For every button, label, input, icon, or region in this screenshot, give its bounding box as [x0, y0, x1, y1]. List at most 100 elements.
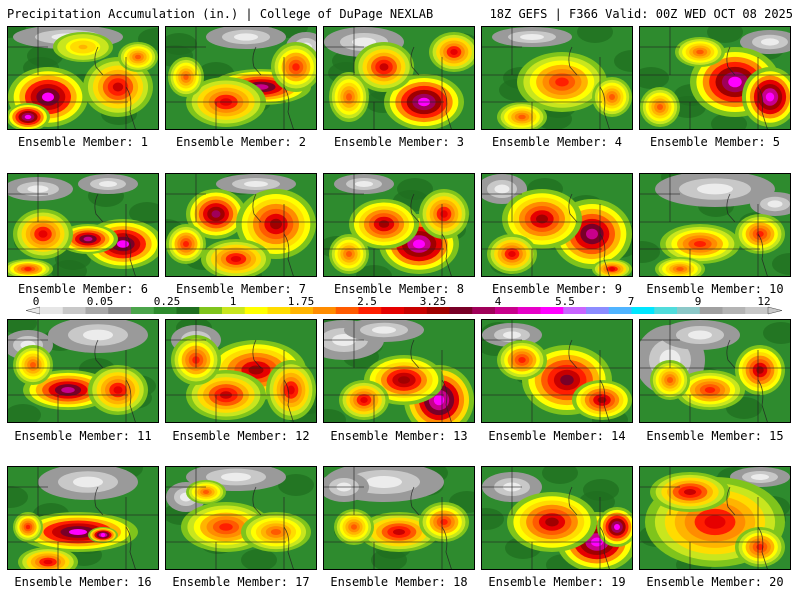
legend-swatch: [108, 307, 132, 314]
precip-field: [166, 174, 316, 276]
member-label-18: Ensemble Member: 18: [330, 575, 468, 589]
legend-tick-label: 2.5: [357, 296, 377, 308]
legend-swatch: [449, 307, 473, 314]
ensemble-map-17: [165, 466, 317, 570]
legend-swatch: [85, 307, 109, 314]
legend-swatch: [745, 307, 769, 314]
ensemble-map-9: [481, 173, 633, 277]
precip-field: [8, 27, 158, 129]
member-label-15: Ensemble Member: 15: [646, 429, 784, 443]
member-label-3: Ensemble Member: 3: [333, 135, 465, 149]
legend-swatch: [699, 307, 723, 314]
precip-field: [324, 174, 474, 276]
member-label-8: Ensemble Member: 8: [333, 282, 465, 296]
legend-swatch: [335, 307, 359, 314]
legend-swatch: [40, 307, 64, 314]
legend-swatch: [722, 307, 746, 314]
precip-field: [324, 467, 474, 569]
ensemble-map-7: [165, 173, 317, 277]
precip-field: [640, 320, 790, 422]
ensemble-map-16: [7, 466, 159, 570]
precip-field: [482, 174, 632, 276]
ensemble-map-4: [481, 26, 633, 130]
color-legend: 0 0.05 0.25 1 1.75 2.5 3.25 4 5.5 7 9 12: [0, 296, 800, 318]
precip-field: [166, 27, 316, 129]
member-label-6: Ensemble Member: 6: [17, 282, 149, 296]
legend-swatch: [176, 307, 200, 314]
legend-swatch: [199, 307, 223, 314]
legend-swatch: [563, 307, 587, 314]
precip-field: [8, 174, 158, 276]
precip-field: [8, 467, 158, 569]
member-label-10: Ensemble Member: 10: [646, 282, 784, 296]
legend-swatch: [313, 307, 337, 314]
ensemble-map-20: [639, 466, 791, 570]
legend-swatch: [381, 307, 405, 314]
ensemble-map-10: [639, 173, 791, 277]
precip-field: [324, 320, 474, 422]
legend-swatch: [654, 307, 678, 314]
legend-swatch: [677, 307, 701, 314]
ensemble-map-5: [639, 26, 791, 130]
precip-field: [482, 320, 632, 422]
ensemble-map-19: [481, 466, 633, 570]
ensemble-map-18: [323, 466, 475, 570]
legend-swatch: [131, 307, 155, 314]
member-label-17: Ensemble Member: 17: [172, 575, 310, 589]
legend-tick-label: 0.05: [87, 296, 114, 308]
legend-swatch: [244, 307, 268, 314]
precip-field: [324, 27, 474, 129]
ensemble-map-2: [165, 26, 317, 130]
legend-tick-label: 9: [695, 296, 702, 308]
legend-tick-label: 4: [495, 296, 502, 308]
legend-swatch: [495, 307, 519, 314]
precip-field: [8, 320, 158, 422]
member-label-11: Ensemble Member: 11: [14, 429, 152, 443]
legend-swatch: [404, 307, 428, 314]
legend-swatch: [426, 307, 450, 314]
legend-swatch: [62, 307, 86, 314]
precip-field: [166, 467, 316, 569]
legend-tick-label: 12: [757, 296, 770, 308]
legend-swatch: [290, 307, 314, 314]
member-label-14: Ensemble Member: 14: [488, 429, 626, 443]
legend-swatch: [472, 307, 496, 314]
legend-swatch: [222, 307, 246, 314]
member-label-20: Ensemble Member: 20: [646, 575, 784, 589]
legend-tick-label: 0.25: [154, 296, 181, 308]
legend-tick-label: 5.5: [555, 296, 575, 308]
map-title: Precipitation Accumulation (in.) | Colle…: [7, 7, 434, 21]
member-label-1: Ensemble Member: 1: [17, 135, 149, 149]
legend-swatch: [358, 307, 382, 314]
ensemble-map-6: [7, 173, 159, 277]
ensemble-map-13: [323, 319, 475, 423]
member-label-16: Ensemble Member: 16: [14, 575, 152, 589]
precip-field: [640, 174, 790, 276]
legend-swatch: [153, 307, 177, 314]
ensemble-map-1: [7, 26, 159, 130]
legend-tick-label: 1: [230, 296, 237, 308]
member-label-9: Ensemble Member: 9: [491, 282, 623, 296]
model-valid-time: 18Z GEFS | F366 Valid: 00Z WED OCT 08 20…: [489, 7, 793, 21]
precip-field: [482, 27, 632, 129]
precip-field: [640, 467, 790, 569]
member-label-4: Ensemble Member: 4: [491, 135, 623, 149]
ensemble-map-12: [165, 319, 317, 423]
member-label-13: Ensemble Member: 13: [330, 429, 468, 443]
member-label-7: Ensemble Member: 7: [175, 282, 307, 296]
legend-swatch: [267, 307, 291, 314]
member-label-5: Ensemble Member: 5: [649, 135, 781, 149]
legend-tick-label: 7: [628, 296, 635, 308]
legend-tick-label: 0: [33, 296, 40, 308]
ensemble-map-15: [639, 319, 791, 423]
legend-swatch: [517, 307, 541, 314]
legend-swatch: [631, 307, 655, 314]
legend-swatch: [608, 307, 632, 314]
ensemble-map-8: [323, 173, 475, 277]
member-label-12: Ensemble Member: 12: [172, 429, 310, 443]
legend-swatch: [540, 307, 564, 314]
member-label-19: Ensemble Member: 19: [488, 575, 626, 589]
precip-field: [482, 467, 632, 569]
ensemble-map-11: [7, 319, 159, 423]
ensemble-map-3: [323, 26, 475, 130]
